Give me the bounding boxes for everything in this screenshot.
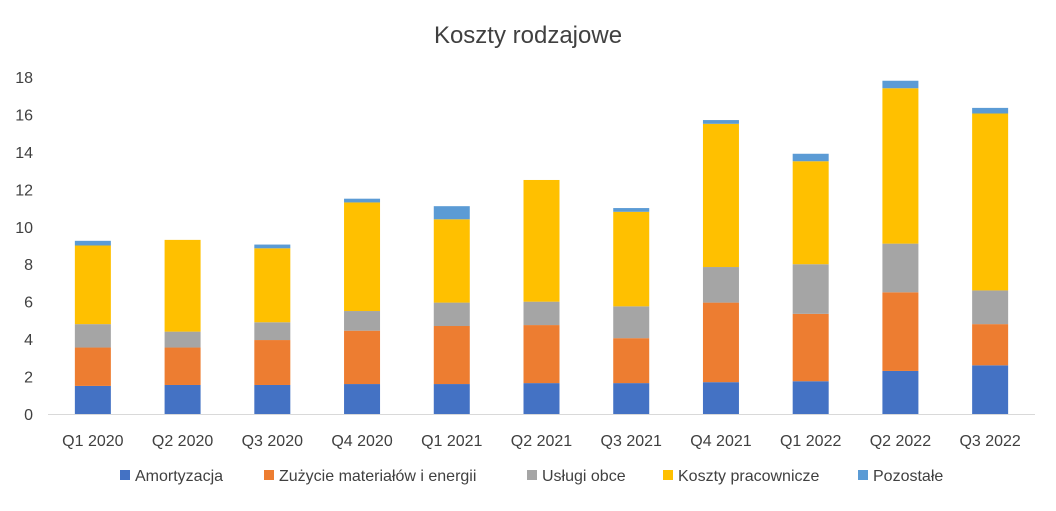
bar-segment [164, 239, 201, 332]
bar-segment [344, 330, 381, 385]
x-tick-label: Q4 2021 [690, 433, 751, 450]
bar-segment [74, 240, 111, 246]
chart-title: Koszty rodzajowe [434, 22, 622, 49]
legend-label: Pozostałe [873, 468, 943, 485]
bar-segment [972, 290, 1009, 325]
bar-segment [433, 326, 470, 385]
bar-segment [344, 198, 381, 203]
bar-segment [254, 244, 291, 249]
bar-segment [433, 384, 470, 414]
bar-segment [254, 248, 291, 323]
bar-segment [613, 208, 650, 212]
bar-segment [344, 384, 381, 414]
y-axis-ticks: 0 2 4 6 8 10 12 14 16 18 [15, 70, 33, 424]
bar-segment [702, 302, 739, 383]
x-tick-label: Q1 2021 [421, 433, 482, 450]
bar-segment [792, 153, 829, 162]
y-tick-label: 18 [15, 70, 33, 87]
bar-segment [882, 292, 919, 371]
x-tick-label: Q1 2020 [62, 433, 123, 450]
bar-segment [74, 245, 111, 325]
legend-swatch [858, 470, 868, 480]
legend-swatch [264, 470, 274, 480]
bar-segment [74, 347, 111, 386]
bar-segment [702, 267, 739, 303]
y-tick-label: 14 [15, 145, 33, 162]
x-tick-label: Q2 2022 [870, 433, 931, 450]
bar-segment [792, 161, 829, 265]
y-tick-label: 8 [24, 257, 33, 274]
y-tick-label: 6 [24, 295, 33, 312]
legend-label: Usługi obce [542, 468, 626, 485]
bar-segment [523, 325, 560, 384]
bar-segment [702, 382, 739, 414]
bar-segment [344, 311, 381, 331]
bar-segment [972, 324, 1009, 366]
bar-segment [972, 365, 1009, 414]
bar-segment [792, 264, 829, 314]
x-tick-label: Q3 2022 [959, 433, 1020, 450]
bar-segment [613, 211, 650, 307]
y-tick-label: 0 [24, 407, 33, 424]
bar-segment [792, 381, 829, 414]
x-tick-label: Q2 2020 [152, 433, 213, 450]
bar-segment [74, 385, 111, 414]
bar-segment [523, 383, 560, 414]
bar-segment [344, 202, 381, 312]
x-tick-label: Q3 2021 [601, 433, 662, 450]
x-tick-label: Q1 2022 [780, 433, 841, 450]
x-axis-ticks: Q1 2020 Q2 2020 Q3 2020 Q4 2020 Q1 2021 Q2 20… [62, 433, 1021, 450]
bar-segment [702, 123, 739, 268]
bar-segment [523, 301, 560, 326]
bar-segment [254, 340, 291, 385]
bar-segment [254, 322, 291, 341]
bar-segment [702, 120, 739, 124]
y-tick-label: 4 [24, 332, 33, 349]
bar-segment [164, 347, 201, 385]
y-tick-label: 16 [15, 107, 33, 124]
legend: Amortyzacja Zużycie materiałów i energii U… [120, 468, 943, 485]
bar-segment [164, 331, 201, 348]
bar-segment [433, 219, 470, 303]
x-tick-label: Q4 2020 [331, 433, 392, 450]
bars [74, 80, 1009, 414]
legend-label: Zużycie materiałów i energii [279, 468, 476, 485]
x-tick-label: Q3 2020 [242, 433, 303, 450]
bar-segment [613, 338, 650, 384]
bar-segment [613, 383, 650, 414]
y-tick-label: 2 [24, 370, 33, 387]
bar-segment [792, 313, 829, 382]
legend-swatch [527, 470, 537, 480]
bar-segment [972, 113, 1009, 291]
legend-swatch [120, 470, 130, 480]
bar-segment [523, 179, 560, 302]
bar-segment [74, 324, 111, 348]
legend-label: Amortyzacja [135, 468, 223, 485]
bar-segment [882, 243, 919, 293]
legend-swatch [663, 470, 673, 480]
bar-segment [164, 384, 201, 414]
bar-segment [433, 302, 470, 327]
legend-label: Koszty pracownicze [678, 468, 819, 485]
bar-segment [882, 88, 919, 244]
bar-segment [254, 384, 291, 414]
y-tick-label: 12 [15, 182, 33, 199]
bar-segment [882, 370, 919, 414]
bar-segment [972, 107, 1009, 114]
bar-segment [433, 206, 470, 220]
bar-segment [613, 306, 650, 339]
bar-segment [882, 80, 919, 89]
x-tick-label: Q2 2021 [511, 433, 572, 450]
y-tick-label: 10 [15, 220, 33, 237]
